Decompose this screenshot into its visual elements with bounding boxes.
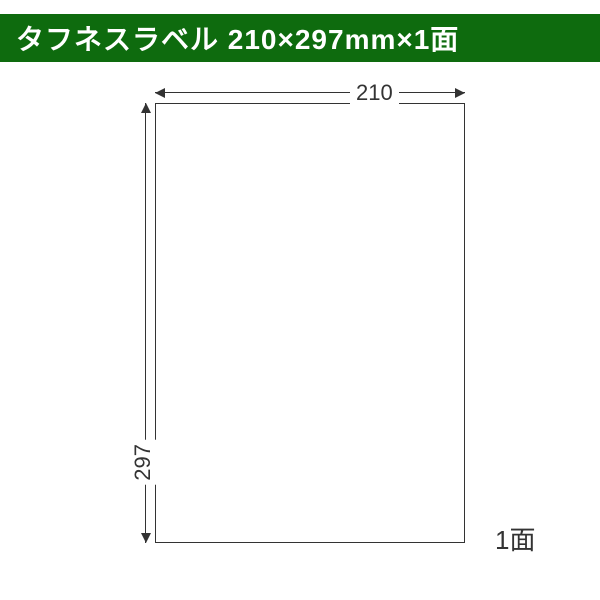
height-arrow-top-icon: [141, 103, 151, 113]
diagram-area: 210 297 1面: [0, 80, 600, 600]
width-dimension-label: 210: [350, 80, 399, 106]
height-dimension-label: 297: [130, 440, 156, 485]
height-arrow-bottom-icon: [141, 533, 151, 543]
width-dimension-line: [155, 92, 465, 93]
header-bar: タフネスラベル 210×297mm×1面: [0, 14, 600, 62]
width-arrow-right-icon: [455, 88, 465, 98]
label-rectangle: [155, 103, 465, 543]
header-title: タフネスラベル 210×297mm×1面: [16, 18, 459, 58]
width-arrow-left-icon: [155, 88, 165, 98]
face-count-label: 1面: [495, 520, 535, 557]
